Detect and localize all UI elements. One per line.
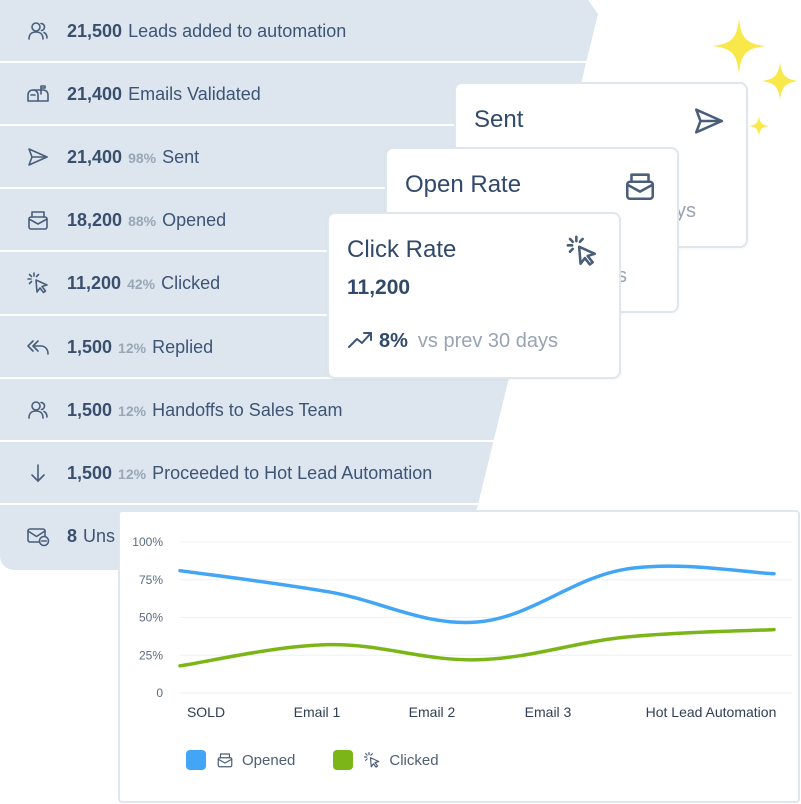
click-rate-card[interactable]: Click Rate 11,200 8% vs prev 30 days [327,212,621,379]
funnel-row[interactable]: 1,500 12% Replied [0,316,801,378]
legend-item-opened[interactable]: Opened [186,750,295,770]
trend-up-icon [347,328,373,355]
x-tick-label: Email 2 [409,704,456,720]
funnel-row-divider [0,61,801,63]
engagement-chart: 100% 75% 50% 25% 0 SOLD Email 1 Email 2 Email 3 H… [118,510,800,803]
funnel-row-count: 1,500 [67,399,113,420]
funnel-row[interactable]: 1,500 12% Handoffs to Sales Team [0,379,801,441]
click-rate-trend-percent: 8% [379,330,408,352]
users-icon [25,18,51,44]
y-tick-label: 0 [156,686,163,700]
funnel-row-divider [0,440,801,442]
y-tick-label: 50% [139,611,163,625]
reply-all-icon [25,334,51,360]
legend-swatch-opened [186,750,206,770]
x-tick-label: Hot Lead Automation [646,704,777,720]
x-tick-label: SOLD [187,704,225,720]
envelope-open-icon [216,751,234,769]
sent-card-trend-partial: ys [676,200,696,222]
legend-label-opened: Opened [242,751,296,769]
envelope-open-icon [25,207,51,233]
cursor-click-icon [363,751,381,769]
funnel-row-percent: 12% [118,465,147,482]
funnel-row-text: 1,500 12% Replied [67,337,213,358]
sent-card-title: Sent [474,106,524,133]
funnel-row-count: 21,400 [67,83,123,104]
funnel-row-text: 21,500 Leads added to automation [67,21,346,42]
y-tick-label: 75% [139,573,163,587]
funnel-row-percent: 88% [128,212,157,229]
x-tick-label: Email 1 [294,704,341,720]
open-rate-card-title: Open Rate [405,171,522,198]
funnel-row-divider [0,503,801,505]
y-tick-label: 100% [132,535,163,549]
funnel-row[interactable]: 8 Uns [0,505,801,567]
funnel-row-count: 21,500 [67,20,123,41]
funnel-row-count: 11,200 [67,272,122,293]
funnel-row-text: 1,500 12% Proceeded to Hot Lead Automation [67,463,432,484]
send-icon [25,144,51,170]
funnel-row[interactable]: 18,200 88% Opened [0,189,801,251]
mailbox-icon [25,81,51,107]
x-tick-label: Email 3 [525,704,572,720]
click-rate-card-title: Click Rate [347,236,457,263]
funnel-row-text: 21,400 Emails Validated [67,84,261,105]
funnel-row-label: Emails Validated [128,83,261,104]
funnel-row-text: 18,200 88% Opened [67,210,226,231]
funnel-row-label: Proceeded to Hot Lead Automation [152,462,433,483]
funnel-row-label: Uns [83,525,116,546]
funnel-row-count: 18,200 [67,209,123,230]
click-rate-trend-text: vs prev 30 days [417,330,558,352]
funnel-row[interactable]: 1,500 12% Proceeded to Hot Lead Automation [0,442,801,504]
legend-swatch-clicked [333,750,354,770]
funnel-row-label: Handoffs to Sales Team [152,399,343,420]
send-icon [692,104,726,138]
cursor-click-icon [565,234,599,268]
funnel-row-count: 1,500 [67,336,113,357]
envelope-open-icon [623,169,657,203]
series-line-opened[interactable] [178,564,776,625]
mail-minus-icon [25,523,51,549]
series-line-clicked[interactable] [178,627,776,668]
engagement-chart-plot: 100% 75% 50% 25% 0 SOLD Email 1 Email 2 Email 3 H… [132,535,792,720]
funnel-row-label: Clicked [161,272,221,293]
funnel-row-percent: 12% [118,339,147,356]
chart-legend: Opened Clicked [186,750,477,770]
cursor-click-icon [25,270,51,296]
funnel-row-text: 8 Uns [67,526,115,547]
arrow-down-icon [25,460,51,486]
funnel-row[interactable]: 21,500 Leads added to automation [0,0,801,62]
legend-label-clicked: Clicked [389,751,439,769]
funnel-row-divider [0,124,801,126]
click-rate-trend: 8% vs prev 30 days [347,328,558,355]
funnel-row-text: 21,400 98% Sent [67,147,199,168]
funnel-row-label: Leads added to automation [128,20,347,41]
funnel-row[interactable]: 11,200 42% Clicked [0,252,801,314]
click-rate-value: 11,200 [347,276,411,299]
users-icon [25,397,51,423]
funnel-row-text: 11,200 42% Clicked [67,273,220,294]
funnel-row-label: Replied [152,336,214,357]
funnel-row-label: Opened [162,209,227,230]
funnel-row-percent: 12% [118,402,147,419]
funnel-row-percent: 98% [128,149,157,166]
funnel-row-percent: 42% [127,275,156,292]
funnel-row[interactable]: 21,400 Emails Validated [0,63,801,125]
funnel-row-count: 8 [67,525,78,546]
funnel-row[interactable]: 21,400 98% Sent [0,126,801,188]
legend-item-clicked[interactable]: Clicked [333,750,439,770]
funnel-row-label: Sent [162,146,200,167]
funnel-row-count: 1,500 [67,462,113,483]
sparkle-medium-icon [762,62,798,100]
funnel-row-count: 21,400 [67,146,123,167]
y-tick-label: 25% [139,648,163,662]
sparkle-small-icon [749,116,769,136]
sparkle-large-icon [712,18,766,74]
funnel-row-text: 1,500 12% Handoffs to Sales Team [67,400,343,421]
